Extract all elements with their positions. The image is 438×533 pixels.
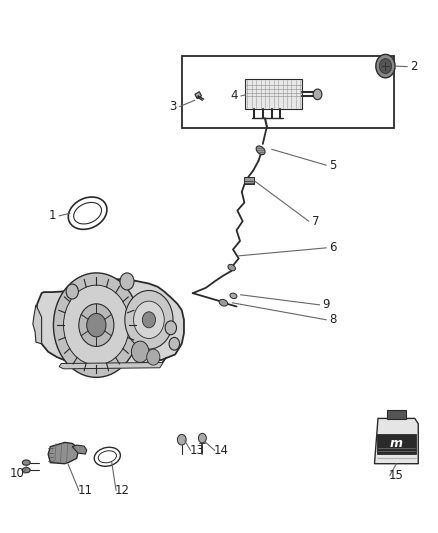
Text: 14: 14	[214, 444, 229, 457]
Ellipse shape	[22, 460, 30, 465]
Circle shape	[376, 54, 395, 78]
Circle shape	[198, 433, 206, 443]
Bar	[387, 410, 406, 419]
Text: 10: 10	[10, 467, 25, 480]
Circle shape	[79, 304, 114, 346]
Text: 4: 4	[230, 90, 238, 102]
Polygon shape	[72, 445, 87, 454]
Circle shape	[169, 337, 180, 350]
Ellipse shape	[22, 467, 30, 473]
Circle shape	[142, 312, 155, 328]
Circle shape	[125, 290, 173, 349]
Polygon shape	[48, 442, 78, 464]
Ellipse shape	[219, 300, 228, 306]
Ellipse shape	[256, 146, 265, 155]
Polygon shape	[195, 92, 201, 99]
Text: 5: 5	[329, 159, 336, 172]
Polygon shape	[35, 279, 184, 367]
Bar	[182, 56, 394, 128]
Text: 9: 9	[322, 298, 330, 311]
Text: 2: 2	[410, 60, 418, 73]
Bar	[377, 434, 416, 454]
Ellipse shape	[68, 197, 107, 229]
Polygon shape	[59, 357, 166, 369]
Ellipse shape	[230, 293, 237, 298]
Text: 12: 12	[115, 484, 130, 497]
Text: 7: 7	[311, 215, 319, 228]
Circle shape	[165, 321, 177, 335]
Circle shape	[134, 301, 164, 338]
Ellipse shape	[228, 264, 236, 271]
Bar	[244, 177, 254, 184]
Circle shape	[131, 341, 149, 362]
Text: 8: 8	[329, 313, 336, 326]
Circle shape	[120, 273, 134, 290]
Bar	[245, 79, 302, 109]
Circle shape	[53, 273, 139, 377]
Text: 15: 15	[389, 469, 404, 482]
Text: 11: 11	[78, 484, 93, 497]
Text: m: m	[390, 438, 403, 450]
Circle shape	[313, 89, 322, 100]
Polygon shape	[33, 305, 42, 344]
Text: 13: 13	[190, 444, 205, 457]
Ellipse shape	[74, 203, 102, 224]
Circle shape	[64, 285, 129, 365]
Circle shape	[177, 434, 186, 445]
Text: 3: 3	[170, 100, 177, 113]
Text: 1: 1	[49, 209, 57, 222]
Circle shape	[66, 284, 78, 299]
Ellipse shape	[94, 447, 120, 466]
Circle shape	[379, 59, 392, 74]
Circle shape	[87, 313, 106, 337]
Circle shape	[147, 349, 160, 365]
Text: 6: 6	[329, 241, 337, 254]
Polygon shape	[374, 418, 418, 464]
Ellipse shape	[98, 451, 117, 463]
